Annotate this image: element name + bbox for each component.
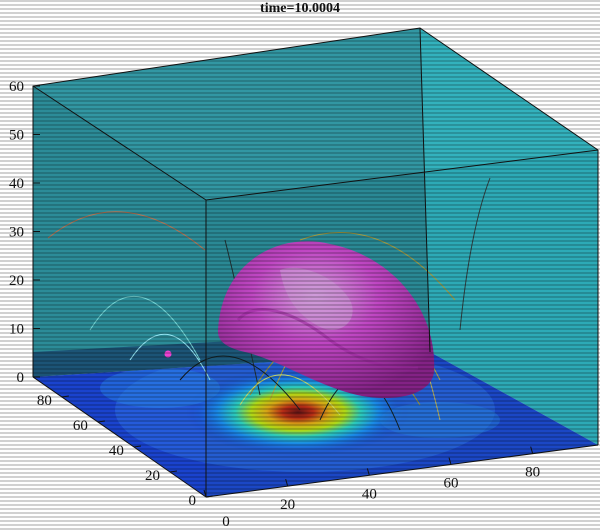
y-tick-label: 20 (145, 468, 160, 484)
y-tick-label: 80 (37, 393, 52, 409)
y-tick-label: 40 (109, 443, 124, 459)
x-tick-label: 80 (525, 465, 540, 481)
x-tick-label: 20 (280, 497, 295, 513)
chart-title: time=10.0004 (260, 1, 340, 16)
y-tick-mark (169, 470, 178, 473)
y-tick-label: 0 (189, 493, 197, 509)
x-tick-mark (366, 468, 370, 476)
x-tick-label: 40 (362, 486, 377, 502)
z-tick-label: 0 (17, 370, 25, 386)
z-tick-label: 10 (9, 322, 24, 338)
y-tick-label: 60 (73, 418, 88, 434)
x-tick-label: 0 (222, 514, 230, 530)
x-tick-mark (530, 446, 534, 454)
y-tick-mark (97, 420, 105, 423)
z-axis-ticks: 0 10 20 30 40 50 60 (9, 79, 40, 386)
x-axis-ticks: 0 20 40 60 80 (203, 446, 540, 530)
y-axis-ticks: 0 20 40 60 80 (37, 393, 214, 509)
x-tick-label: 60 (444, 476, 459, 492)
y-tick-mark (205, 495, 214, 498)
z-tick-label: 40 (9, 176, 24, 192)
z-tick-label: 60 (9, 79, 24, 95)
x-tick-mark (448, 457, 452, 465)
z-tick-label: 30 (9, 225, 24, 241)
z-tick-label: 20 (9, 273, 24, 289)
y-tick-mark (61, 395, 69, 398)
x-tick-mark (203, 489, 207, 498)
y-tick-mark (133, 445, 141, 448)
x-tick-mark (285, 479, 289, 487)
z-tick-label: 50 (9, 128, 24, 144)
